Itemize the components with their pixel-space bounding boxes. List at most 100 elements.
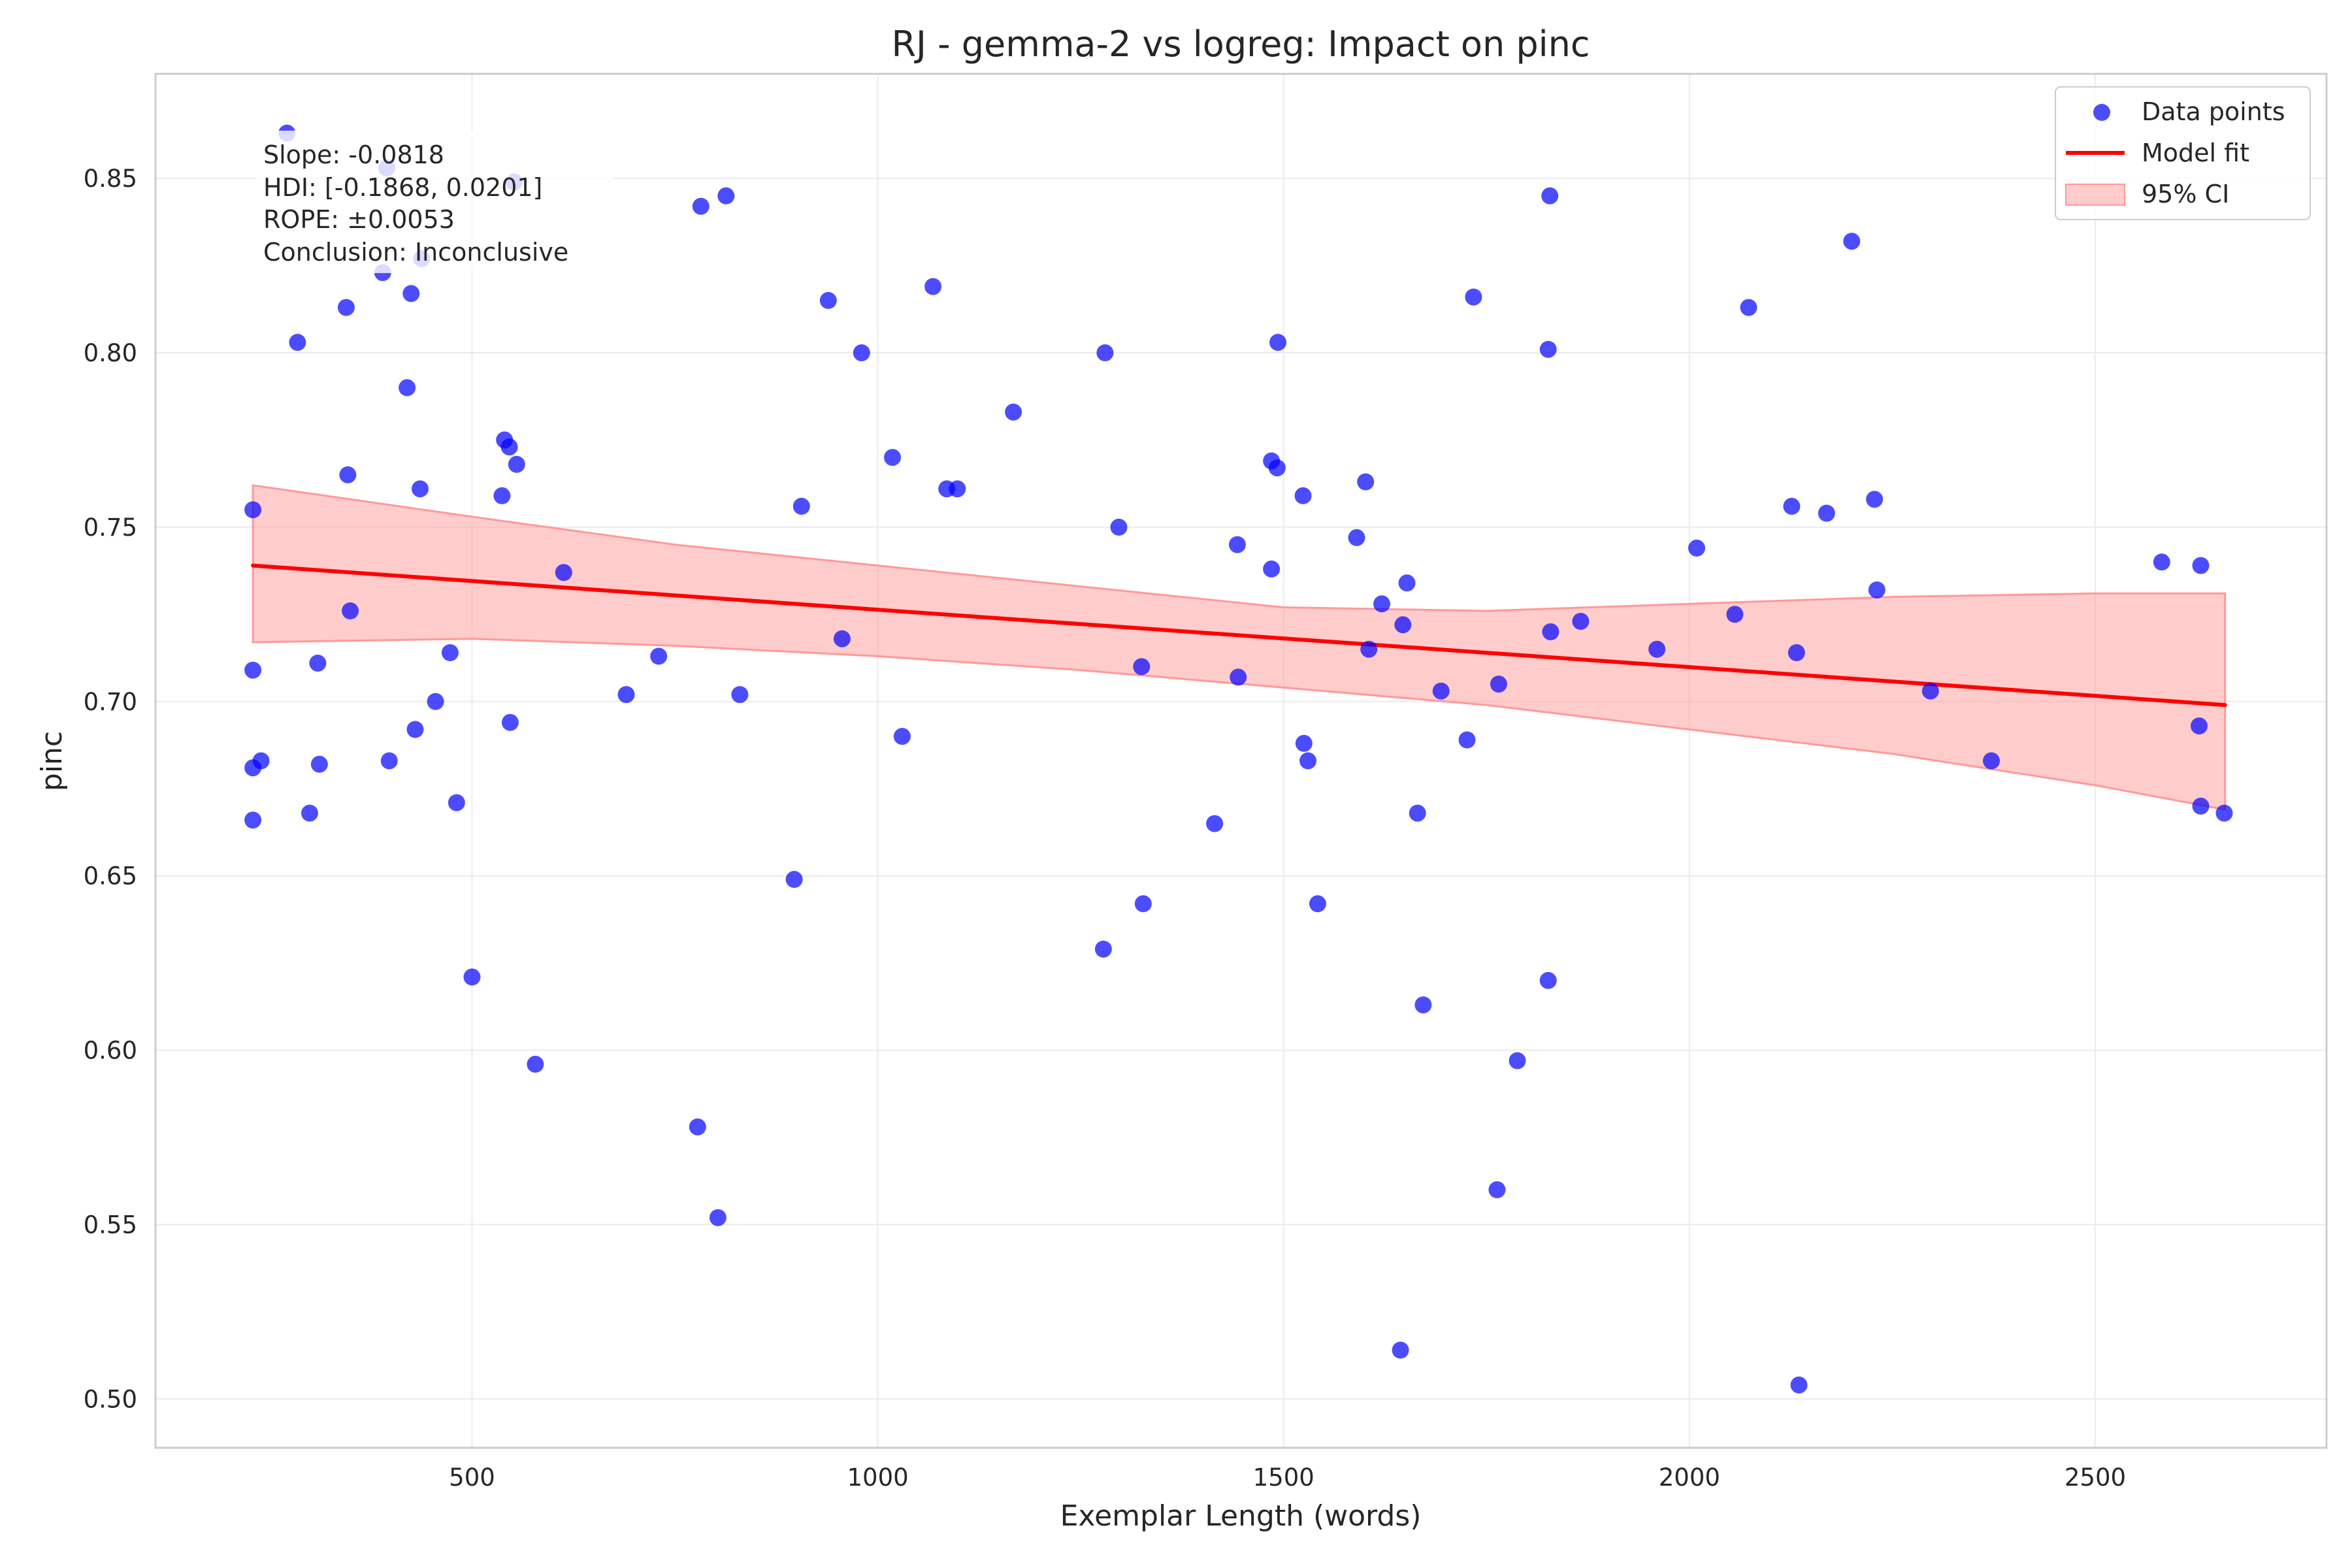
legend-marker-data-points bbox=[2093, 104, 2110, 121]
data-point bbox=[1648, 640, 1666, 658]
data-point bbox=[1866, 491, 1884, 508]
y-axis-title: pinc bbox=[35, 731, 69, 791]
x-tick-label: 1500 bbox=[1253, 1463, 1315, 1492]
data-point bbox=[1005, 403, 1022, 421]
data-point bbox=[342, 602, 359, 619]
data-point bbox=[692, 197, 710, 215]
data-point bbox=[309, 655, 327, 672]
stats-annotation-box bbox=[256, 131, 614, 273]
data-point bbox=[1357, 473, 1375, 491]
data-point bbox=[924, 278, 942, 295]
data-point bbox=[406, 721, 424, 738]
x-tick-label: 2000 bbox=[1659, 1463, 1720, 1492]
data-point bbox=[819, 291, 837, 309]
data-point bbox=[1458, 731, 1476, 749]
data-point bbox=[244, 661, 262, 679]
y-tick-label: 0.80 bbox=[84, 339, 137, 367]
data-point bbox=[399, 379, 416, 397]
data-point bbox=[310, 755, 328, 773]
legend-label-data-points: Data points bbox=[2142, 97, 2285, 126]
data-point bbox=[244, 811, 262, 829]
data-point bbox=[1818, 504, 1835, 522]
data-point bbox=[448, 794, 465, 811]
data-point bbox=[1094, 940, 1112, 958]
y-tick-label: 0.55 bbox=[84, 1211, 137, 1239]
data-point bbox=[650, 647, 668, 665]
data-point bbox=[1398, 574, 1416, 592]
y-tick-label: 0.70 bbox=[84, 688, 137, 716]
data-point bbox=[493, 487, 511, 504]
x-tick-label: 500 bbox=[449, 1463, 495, 1492]
data-point bbox=[1110, 518, 1128, 536]
data-point bbox=[792, 497, 810, 515]
data-points bbox=[244, 124, 2233, 1394]
data-point bbox=[731, 686, 749, 704]
data-point bbox=[2153, 553, 2170, 571]
data-point bbox=[1432, 682, 1450, 700]
data-point bbox=[1096, 344, 1114, 361]
annotation-slope: Slope: -0.0818 bbox=[263, 140, 444, 169]
y-tick-label: 0.65 bbox=[84, 862, 137, 890]
y-tick-label: 0.85 bbox=[84, 165, 137, 193]
model-fit-line bbox=[251, 563, 2227, 708]
data-point bbox=[1414, 996, 1432, 1014]
data-point bbox=[1394, 616, 1412, 634]
data-point bbox=[1348, 529, 1365, 546]
data-point bbox=[1299, 752, 1316, 770]
data-point bbox=[501, 713, 519, 731]
data-point bbox=[301, 804, 318, 822]
data-point bbox=[1572, 613, 1590, 630]
x-tick-label: 2500 bbox=[2065, 1463, 2126, 1492]
data-point bbox=[1921, 682, 1939, 700]
legend: Data points Model fit 95% CI bbox=[2055, 86, 2311, 220]
data-point bbox=[2215, 804, 2233, 822]
data-point bbox=[2192, 557, 2210, 574]
data-point bbox=[1228, 536, 1246, 553]
data-point bbox=[500, 438, 518, 456]
data-point bbox=[709, 1209, 727, 1226]
data-point bbox=[402, 285, 420, 302]
data-point bbox=[717, 187, 735, 204]
data-point bbox=[1295, 734, 1313, 752]
data-point bbox=[463, 968, 481, 986]
data-point bbox=[689, 1118, 706, 1135]
data-point bbox=[1788, 644, 1805, 661]
data-point bbox=[853, 344, 870, 361]
axis-ticks: 500 1000 1500 2000 2500 0.50 0.55 0.60 0.65 0.70 0… bbox=[84, 165, 2126, 1492]
data-point bbox=[1868, 581, 1886, 598]
annotation-conclusion: Conclusion: Inconclusive bbox=[263, 238, 568, 267]
chart-title: RJ - gemma-2 vs logreg: Impact on pinc bbox=[891, 24, 1590, 65]
data-point bbox=[1465, 288, 1482, 306]
data-point bbox=[617, 686, 635, 704]
legend-label-model-fit: Model fit bbox=[2142, 139, 2249, 167]
data-point bbox=[527, 1055, 544, 1073]
legend-label-ci: 95% CI bbox=[2142, 180, 2229, 208]
data-point bbox=[1541, 187, 1559, 204]
data-point bbox=[555, 564, 572, 581]
data-point bbox=[1542, 623, 1560, 640]
y-tick-label: 0.75 bbox=[84, 514, 137, 542]
data-point bbox=[380, 752, 398, 770]
y-tick-label: 0.60 bbox=[84, 1037, 137, 1065]
data-point bbox=[244, 501, 262, 519]
data-point bbox=[1230, 668, 1247, 686]
data-point bbox=[1509, 1052, 1526, 1070]
data-point bbox=[1539, 972, 1557, 989]
data-point bbox=[1269, 334, 1286, 351]
data-point bbox=[1309, 895, 1326, 913]
x-tick-label: 1000 bbox=[847, 1463, 909, 1492]
data-point bbox=[1134, 895, 1152, 913]
data-point bbox=[252, 752, 270, 770]
data-point bbox=[427, 693, 444, 710]
data-point bbox=[1294, 487, 1312, 504]
y-tick-label: 0.50 bbox=[84, 1385, 137, 1413]
data-point bbox=[1360, 640, 1378, 658]
data-point bbox=[1790, 1376, 1808, 1394]
data-point bbox=[1740, 299, 1757, 316]
annotation-hdi: HDI: [-0.1868, 0.0201] bbox=[263, 173, 542, 202]
data-point bbox=[2191, 717, 2208, 735]
data-point bbox=[1488, 1181, 1506, 1198]
data-point bbox=[1726, 606, 1744, 623]
data-point bbox=[1539, 340, 1557, 358]
stats-annotation: Slope: -0.0818 HDI: [-0.1868, 0.0201] RO… bbox=[256, 131, 614, 273]
